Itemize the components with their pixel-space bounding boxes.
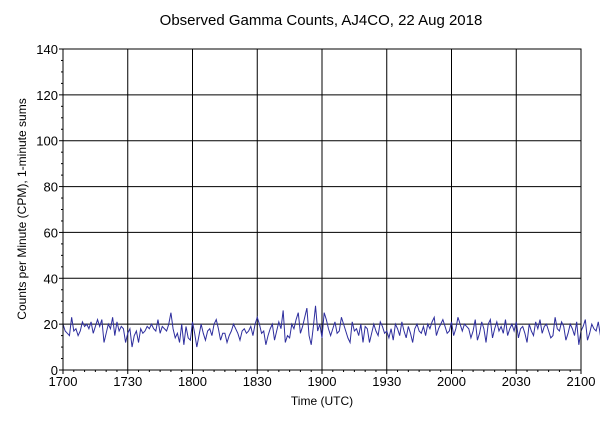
x-tick-label: 2100 xyxy=(567,374,596,389)
y-tick-label: 100 xyxy=(36,134,58,149)
axis-ticks: 0 20 40 60 80 100 120 140 1700 1730 1800 1830 1900 19… xyxy=(36,42,595,389)
y-axis-label: Counts per Minute (CPM), 1-minute sums xyxy=(15,98,29,319)
x-tick-label: 1930 xyxy=(372,374,401,389)
y-tick-label: 140 xyxy=(36,42,58,57)
y-tick-label: 40 xyxy=(44,271,58,286)
series-layer xyxy=(62,305,600,348)
x-tick-label: 1830 xyxy=(243,374,272,389)
plot-area-border xyxy=(62,48,582,371)
x-tick-label: 2000 xyxy=(437,374,466,389)
y-tick-label: 20 xyxy=(44,317,58,332)
x-tick-label: 1900 xyxy=(308,374,337,389)
y-tick-label: 120 xyxy=(36,88,58,103)
chart-title: Observed Gamma Counts, AJ4CO, 22 Aug 201… xyxy=(160,12,483,29)
series-line xyxy=(62,305,600,348)
x-tick-label: 1700 xyxy=(49,374,78,389)
x-tick-label: 1800 xyxy=(178,374,207,389)
grid-lines xyxy=(62,48,582,371)
x-tick-label: 1730 xyxy=(113,374,142,389)
x-tick-label: 2030 xyxy=(502,374,531,389)
x-axis-label: Time (UTC) xyxy=(291,394,353,408)
y-tick-label: 80 xyxy=(44,180,58,195)
y-tick-label: 0 xyxy=(51,363,58,378)
y-tick-label: 60 xyxy=(44,225,58,240)
